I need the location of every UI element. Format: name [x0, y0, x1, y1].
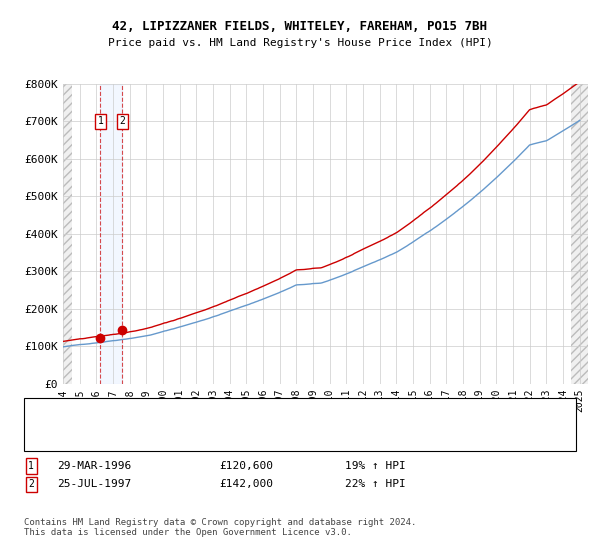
Text: 25-JUL-1997: 25-JUL-1997 — [57, 479, 131, 489]
Bar — [571, 84, 588, 384]
Bar — [63, 84, 72, 384]
Text: 1: 1 — [97, 116, 103, 127]
Text: 2: 2 — [119, 116, 125, 127]
Text: 29-MAR-1996: 29-MAR-1996 — [57, 461, 131, 471]
Text: —————: ————— — [39, 407, 73, 417]
Text: 2: 2 — [28, 479, 34, 489]
Text: £142,000: £142,000 — [219, 479, 273, 489]
Text: 42, LIPIZZANER FIELDS, WHITELEY, FAREHAM, PO15 7BH: 42, LIPIZZANER FIELDS, WHITELEY, FAREHAM… — [113, 20, 487, 32]
Bar — [100, 84, 122, 384]
Text: —————: ————— — [39, 433, 73, 443]
Text: Contains HM Land Registry data © Crown copyright and database right 2024.
This d: Contains HM Land Registry data © Crown c… — [24, 518, 416, 538]
Text: 42, LIPIZZANER FIELDS, WHITELEY, FAREHAM, PO15 7BH (detached house): 42, LIPIZZANER FIELDS, WHITELEY, FAREHAM… — [117, 407, 519, 417]
Text: Price paid vs. HM Land Registry's House Price Index (HPI): Price paid vs. HM Land Registry's House … — [107, 38, 493, 48]
Text: £120,600: £120,600 — [219, 461, 273, 471]
Text: 22% ↑ HPI: 22% ↑ HPI — [345, 479, 406, 489]
Text: 19% ↑ HPI: 19% ↑ HPI — [345, 461, 406, 471]
Text: HPI: Average price, detached house, Fareham: HPI: Average price, detached house, Fare… — [117, 433, 375, 443]
Text: 1: 1 — [28, 461, 34, 471]
